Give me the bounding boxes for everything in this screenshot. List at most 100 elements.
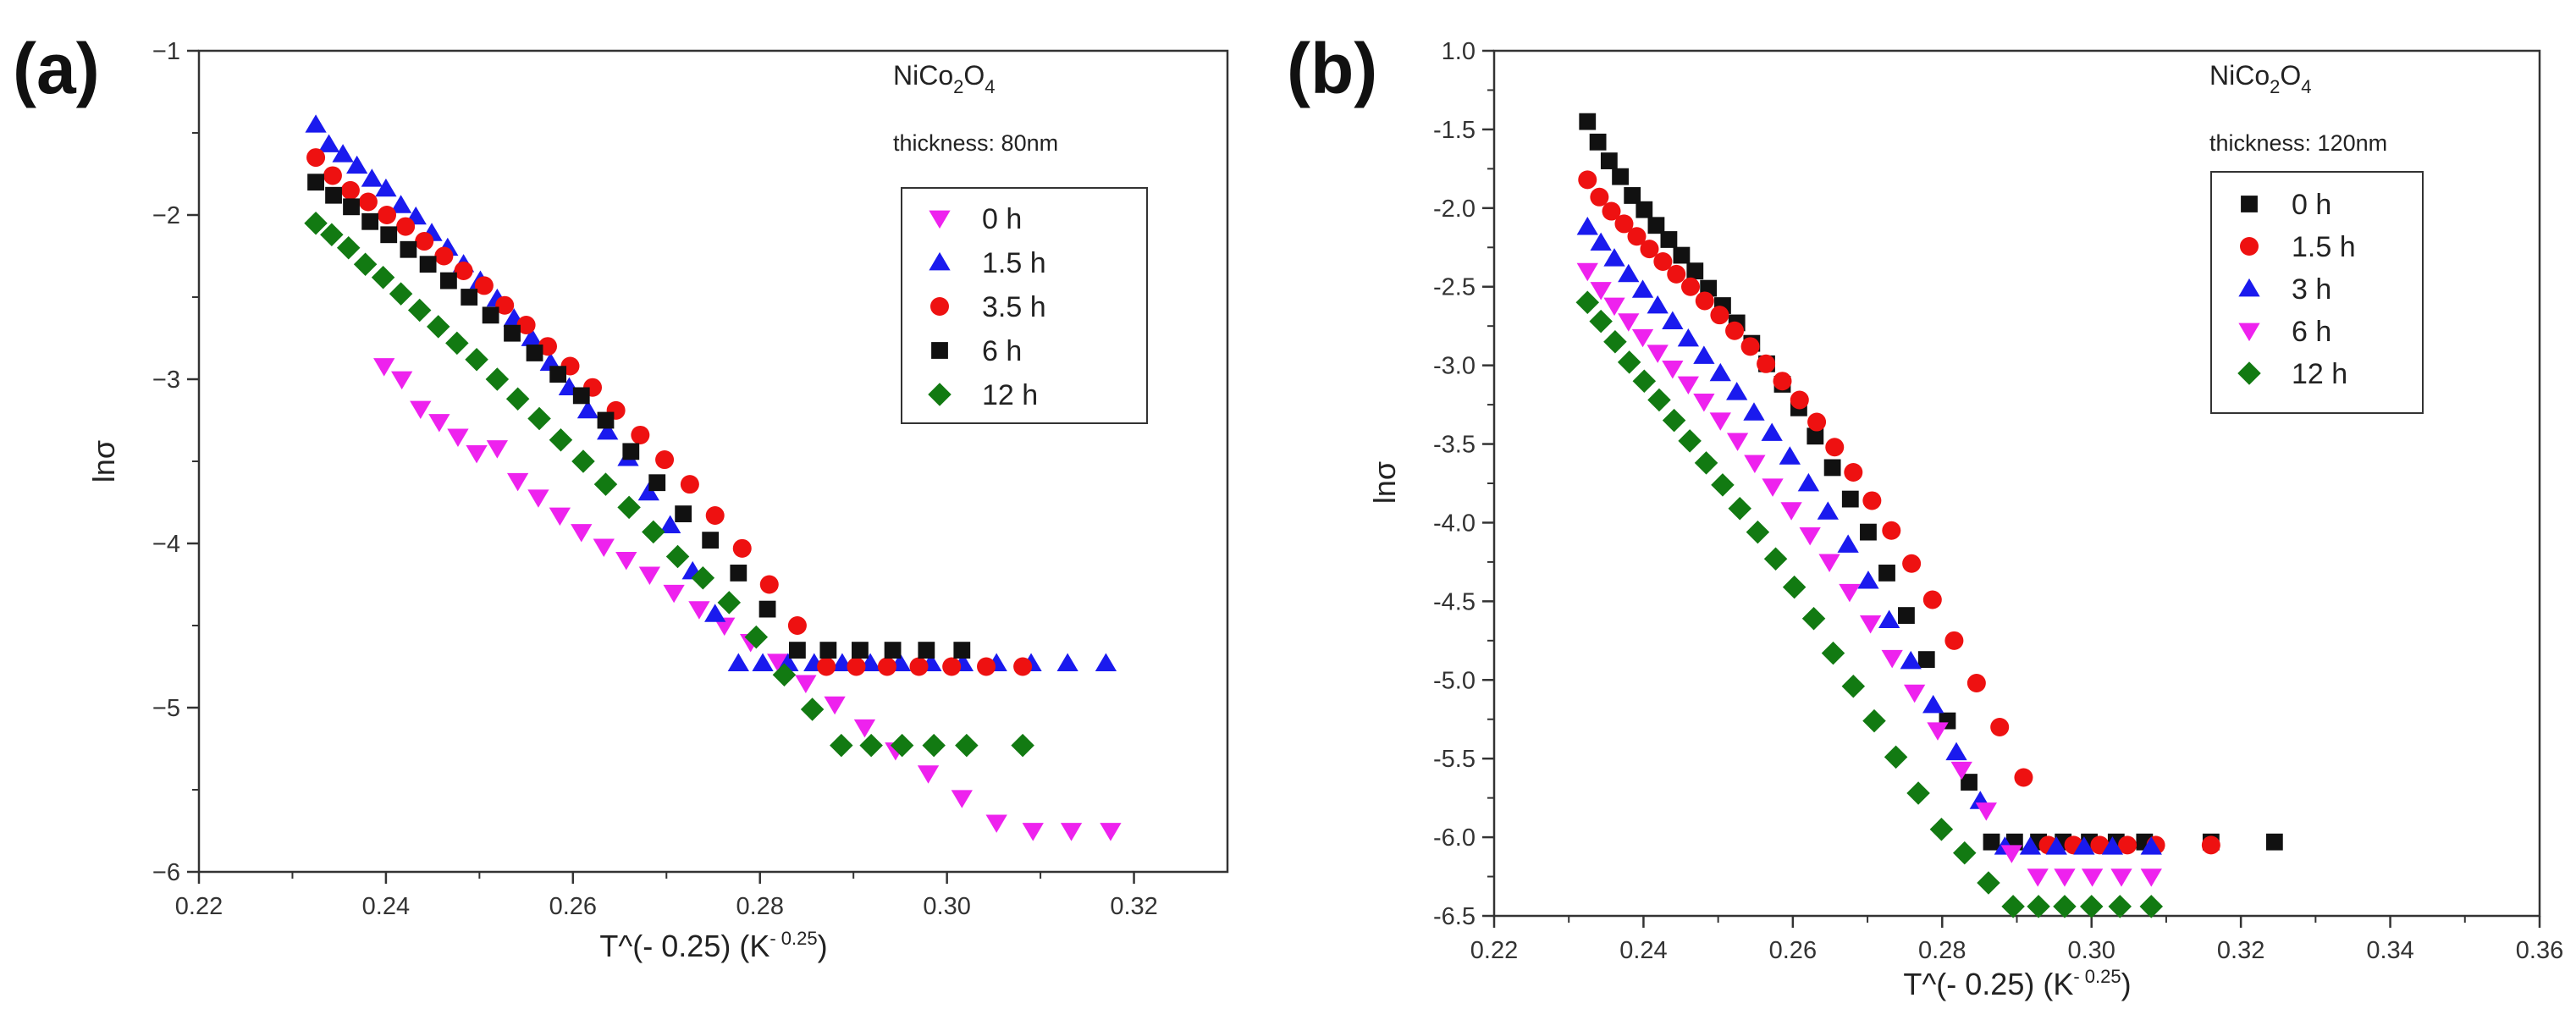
data-point <box>361 168 383 187</box>
data-point <box>371 265 395 289</box>
x-axis-label-superscript: - 0.25 <box>769 928 817 949</box>
legend-item: 12 h <box>928 379 1038 411</box>
y-tick-label: -3.0 <box>1433 353 1476 380</box>
panel-b: (b) 0.22 0.24 0.26 0.28 0.30 0.32 0.34 0.36 -6.5 -… <box>1287 29 2563 1001</box>
data-point <box>1862 491 1882 510</box>
x-axis-label: T^(- 0.25) (K- 0.25) <box>1903 966 2131 1001</box>
data-point <box>2045 836 2067 855</box>
y-tick-label: -5.0 <box>1433 667 1476 694</box>
data-point <box>1618 313 1640 332</box>
data-point <box>440 272 457 289</box>
data-point <box>1857 571 1879 589</box>
y-tick-label: -5.5 <box>1433 746 1476 773</box>
data-point <box>1660 231 1678 248</box>
data-point <box>1884 745 1908 769</box>
data-point <box>890 733 914 758</box>
data-point <box>538 337 557 356</box>
data-point <box>767 653 789 672</box>
data-point <box>466 444 488 464</box>
data-point <box>795 675 817 693</box>
data-point <box>2001 895 2025 918</box>
data-point <box>1681 277 1701 296</box>
data-point <box>320 223 344 247</box>
data-point <box>1100 823 1122 841</box>
data-point <box>1977 871 2000 895</box>
data-point <box>504 324 521 342</box>
data-point <box>817 657 836 676</box>
data-point <box>1576 262 1598 282</box>
data-point <box>1662 311 1684 329</box>
data-point <box>1647 295 1669 314</box>
data-point <box>1906 781 1930 805</box>
legend-label: 1.5 h <box>982 247 1046 279</box>
data-point <box>759 575 779 594</box>
x-tick-label: 0.30 <box>923 893 970 920</box>
x-tick-label: 0.22 <box>1470 937 1518 964</box>
y-tick-label: -2.5 <box>1433 274 1476 301</box>
formula-annotation: NiCo2O4 <box>893 60 996 97</box>
y-tick-label: −6 <box>152 859 180 886</box>
data-point <box>380 226 398 244</box>
legend-item: 0 h <box>929 203 1022 235</box>
data-point <box>2027 895 2050 918</box>
data-point <box>638 566 661 585</box>
data-point <box>691 565 715 590</box>
legend-label: 6 h <box>2292 316 2331 348</box>
y-tick-label: -6.0 <box>1433 824 1476 852</box>
data-point <box>593 472 618 496</box>
formula-subscript: 4 <box>985 76 995 97</box>
data-point <box>389 195 412 213</box>
data-point <box>593 538 615 557</box>
data-point <box>787 616 807 635</box>
data-point <box>1841 674 1866 698</box>
data-point <box>1837 534 1859 553</box>
data-point <box>343 198 360 216</box>
x-tick-label: 0.32 <box>1110 893 1157 920</box>
y-tick-label: -2.0 <box>1433 196 1476 223</box>
data-point <box>2081 868 2104 887</box>
x-tick-label: 0.32 <box>2217 937 2264 964</box>
data-point <box>1966 673 1986 692</box>
data-point <box>419 256 437 273</box>
data-point <box>1762 478 1784 497</box>
thickness-annotation: thickness: 120nm <box>2209 130 2387 156</box>
data-point <box>714 617 736 637</box>
legend-label: 3.5 h <box>982 291 1046 323</box>
data-point <box>2053 895 2077 918</box>
legend-label: 0 h <box>2292 189 2331 221</box>
data-point <box>1882 521 1901 540</box>
data-point <box>663 584 685 604</box>
legend-item: 1.5 h <box>2240 231 2356 263</box>
formula-subscript: 2 <box>953 76 963 97</box>
data-point <box>1709 362 1731 382</box>
legend: 0 h 1.5 h 3.5 h 6 h 12 h <box>901 187 1148 424</box>
data-point <box>1726 433 1749 451</box>
data-point <box>1578 170 1597 190</box>
data-point <box>985 814 1007 833</box>
x-tick-label: 0.24 <box>362 893 410 920</box>
data-point <box>486 440 508 459</box>
formula-part: O <box>2280 60 2301 91</box>
data-point <box>306 148 326 168</box>
data-point <box>1617 350 1641 374</box>
data-point <box>2014 768 2033 787</box>
y-tick-label: -6.5 <box>1433 903 1476 930</box>
data-point <box>1653 251 1673 271</box>
data-point <box>1056 653 1078 671</box>
formula-annotation: NiCo2O4 <box>2209 60 2312 97</box>
data-point <box>1726 382 1748 400</box>
x-tick-label: 0.28 <box>736 893 784 920</box>
legend-item: 6 h <box>2238 316 2331 348</box>
data-point <box>1636 201 1653 218</box>
data-point <box>340 180 360 200</box>
data-point <box>1922 694 1944 714</box>
data-point <box>665 544 690 569</box>
data-point <box>1640 240 1659 259</box>
data-point <box>637 482 659 501</box>
x-axis-label: T^(- 0.25) (K- 0.25) <box>599 928 827 963</box>
data-point <box>847 657 866 676</box>
legend-item: 3 h <box>2238 273 2331 306</box>
data-point <box>918 642 935 659</box>
data-point <box>1575 290 1600 315</box>
